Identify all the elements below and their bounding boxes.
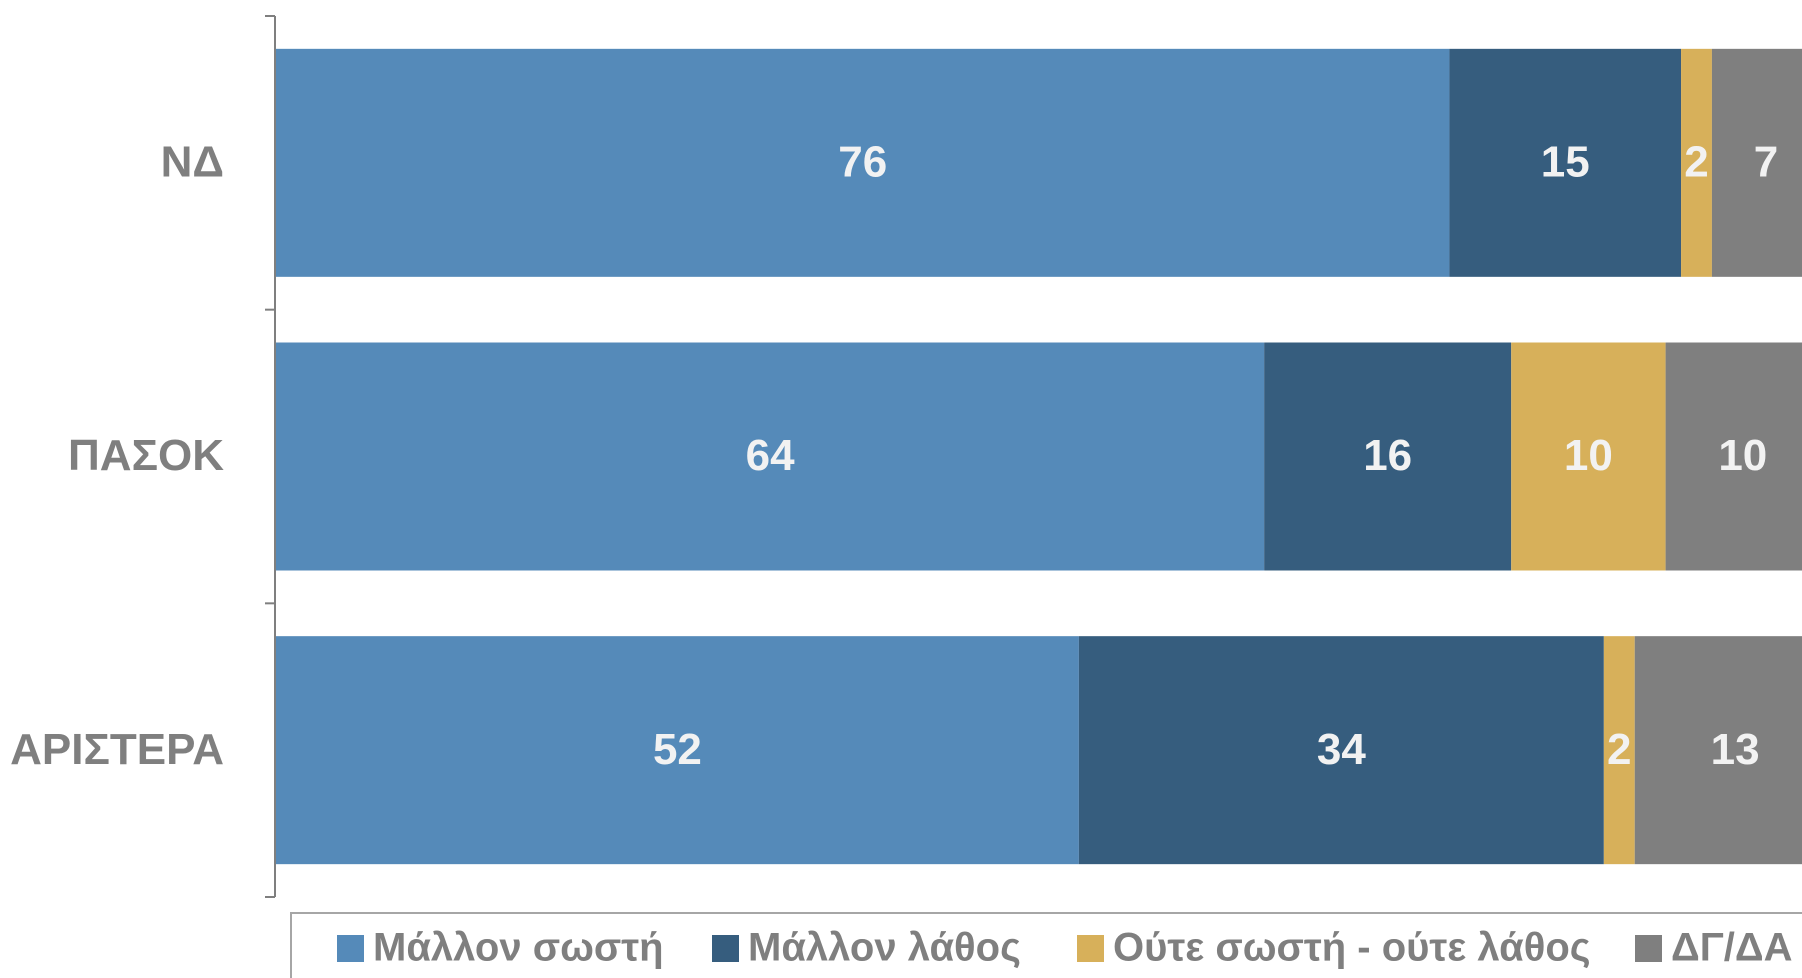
data-label: 13 <box>1711 725 1760 774</box>
bar-segment <box>1511 342 1666 571</box>
data-label: 10 <box>1718 431 1767 480</box>
data-label: 52 <box>653 725 702 774</box>
data-label: 10 <box>1564 431 1613 480</box>
data-label: 2 <box>1607 725 1631 774</box>
legend-swatch <box>712 935 739 962</box>
data-label: 64 <box>746 431 795 480</box>
data-label: 7 <box>1754 137 1778 186</box>
legend-box <box>290 912 1802 978</box>
data-label: 16 <box>1363 431 1412 480</box>
legend-label: Ούτε σωστή - ούτε λάθος <box>1113 926 1591 970</box>
legend-swatch <box>337 935 364 962</box>
legend-label: Μάλλον λάθος <box>748 926 1021 970</box>
category-label: ΠΑΣΟΚ <box>68 431 224 480</box>
legend-label: ΔΓ/ΔΑ <box>1671 926 1793 970</box>
bar-segment <box>276 636 1079 865</box>
bar-segment <box>1634 636 1802 865</box>
category-label: ΝΔ <box>161 137 224 186</box>
bar-segment <box>1603 636 1635 865</box>
legend-swatch <box>1635 935 1662 962</box>
bar-segment <box>1711 48 1802 277</box>
bar-segment <box>1665 342 1802 571</box>
data-label: 2 <box>1684 137 1708 186</box>
bar-segment <box>1264 342 1512 571</box>
data-label: 76 <box>838 137 887 186</box>
legend-swatch <box>1077 935 1104 962</box>
category-label: ΑΡΙΣΤΕΡΑ <box>10 725 224 774</box>
bar-segment <box>276 48 1450 277</box>
bar-segment <box>1449 48 1682 277</box>
bar-segment <box>276 342 1265 571</box>
legend-label: Μάλλον σωστή <box>373 926 664 970</box>
bar-segment <box>1078 636 1604 865</box>
data-label: 34 <box>1317 725 1366 774</box>
bar-segment <box>1681 48 1712 277</box>
data-label: 15 <box>1541 137 1590 186</box>
